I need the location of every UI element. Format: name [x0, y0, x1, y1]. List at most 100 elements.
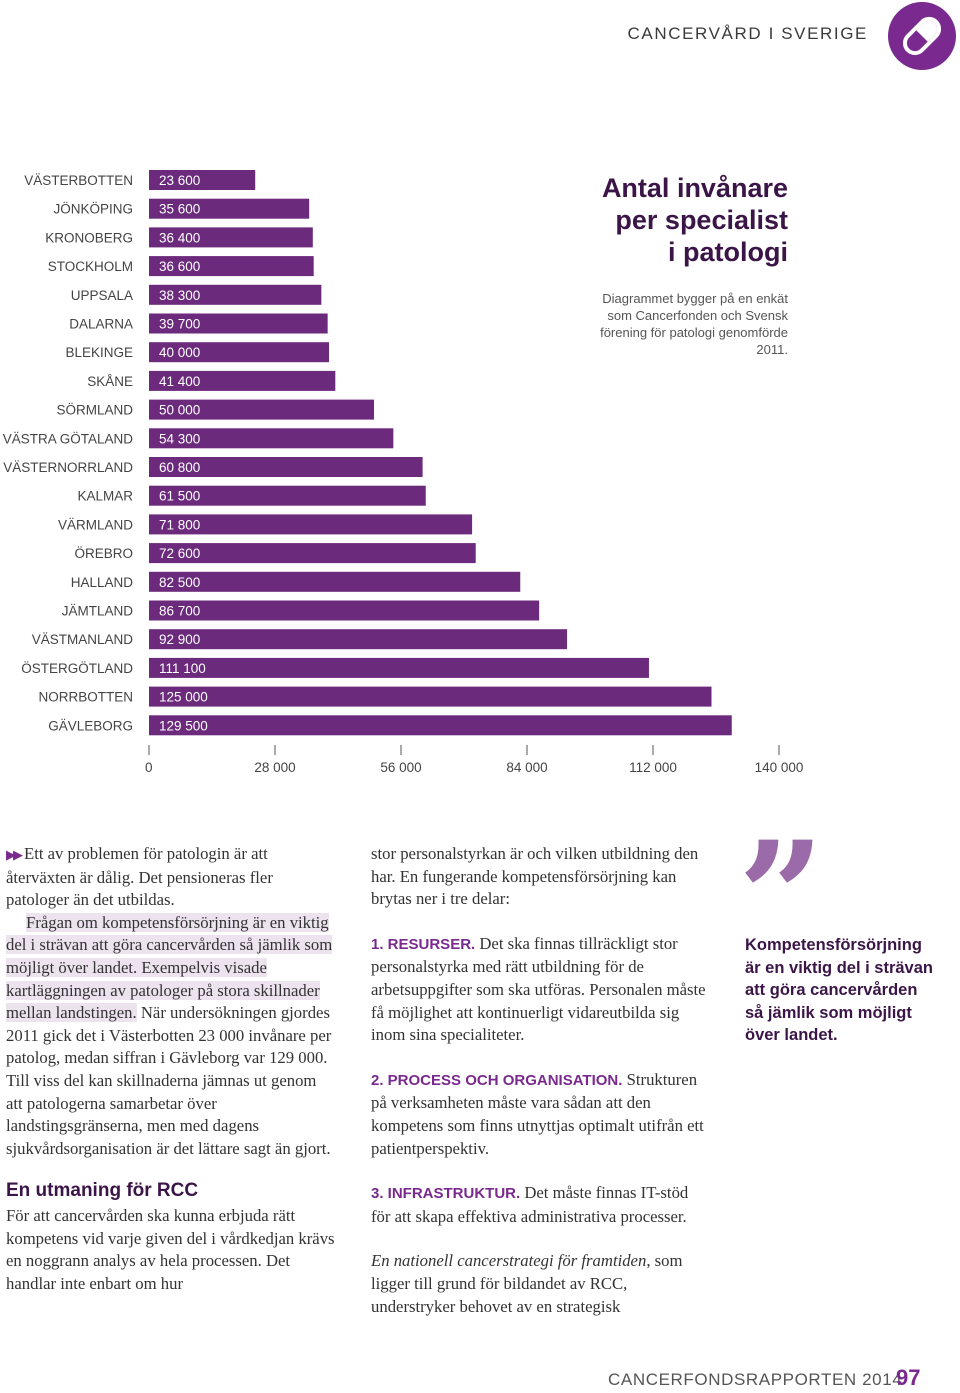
- bar: [149, 370, 336, 391]
- item-text: Det ska finnas tillräckligt stor persona…: [371, 933, 706, 1045]
- x-tick-label: 112 000: [629, 760, 677, 775]
- paragraph-text: När undersökningen gjordes 2011 gick det…: [6, 1003, 332, 1158]
- item-label: 3. INFRASTRUKTUR.: [371, 1185, 521, 1203]
- x-tick-label: 56 000: [380, 760, 421, 775]
- category-label: KALMAR: [77, 489, 133, 504]
- bar: [149, 170, 256, 190]
- section-title: CANCERVÅRD I SVERIGE: [627, 24, 868, 43]
- category-label: VÄSTERBOTTEN: [24, 173, 133, 188]
- value-label: 72 600: [159, 546, 200, 561]
- category-label: VÄSTERNORRLAND: [3, 460, 133, 475]
- category-label: JÄMTLAND: [62, 604, 134, 619]
- paragraph-text: , som ligger till grund för bildandet av…: [371, 1251, 683, 1316]
- paragraph-text: Ett av problemen för patologin är att åt…: [6, 844, 273, 910]
- x-tick-label: 28 000: [254, 760, 295, 775]
- category-label: BLEKINGE: [65, 345, 133, 360]
- article-column-2: stor personalstyrkan är och vilken utbil…: [371, 843, 706, 1318]
- value-label: 35 600: [159, 202, 200, 217]
- bar: [149, 256, 314, 277]
- value-label: 111 100: [159, 661, 206, 676]
- category-label: JÖNKÖPING: [53, 202, 133, 217]
- category-label: HALLAND: [71, 575, 134, 590]
- value-label: 39 700: [159, 317, 200, 332]
- bar: [149, 686, 712, 707]
- bar: [149, 227, 313, 248]
- bar-chart: VÄSTERBOTTEN 23 600 JÖNKÖPING 35 600 KRONOBE…: [3, 170, 804, 775]
- category-label: UPPSALA: [71, 288, 133, 303]
- category-label: SKÅNE: [87, 374, 133, 389]
- x-tick-label: 0: [145, 760, 153, 775]
- bar: [149, 457, 423, 477]
- bar: [149, 629, 568, 650]
- value-label: 86 700: [159, 604, 200, 619]
- bar: [149, 514, 473, 535]
- pull-quote: Kompetensförsörjning är en viktig del i …: [745, 936, 933, 1044]
- article-paragraph: En nationell cancerstrategi för framtide…: [371, 1250, 706, 1318]
- bar: [149, 715, 732, 736]
- value-label: 82 500: [159, 575, 200, 590]
- value-label: 71 800: [159, 517, 200, 532]
- category-label: VÄRMLAND: [58, 517, 133, 532]
- bar: [149, 342, 329, 363]
- article-paragraph: stor personalstyrkan är och vilken utbil…: [371, 844, 699, 909]
- item-text: Det måste finnas IT-stöd för att skapa e…: [371, 1183, 689, 1226]
- bar: [149, 657, 649, 678]
- value-label: 50 000: [159, 403, 200, 418]
- value-label: 38 300: [159, 288, 200, 303]
- category-label: DALARNA: [69, 317, 133, 332]
- bar: [149, 313, 328, 334]
- chart-title: Antal invånare per specialist i patologi: [602, 172, 788, 268]
- article-paragraph: ▶▶ Ett av problemen för patologin är att …: [6, 843, 336, 912]
- page-number: 97: [896, 1365, 921, 1390]
- x-tick-label: 84 000: [506, 760, 547, 775]
- item-text: Strukturen på verksamheten måste vara så…: [371, 1069, 704, 1158]
- value-label: 54 300: [159, 431, 200, 446]
- bar: [149, 571, 521, 592]
- bar: [149, 284, 322, 305]
- category-label: VÄSTMANLAND: [32, 632, 134, 647]
- quote-mark-icon: ”: [738, 809, 825, 985]
- category-label: NORRBOTTEN: [39, 690, 134, 705]
- arrow-icon: ▶▶: [6, 847, 23, 862]
- bar: [149, 600, 540, 621]
- category-label: KRONOBERG: [45, 230, 133, 245]
- chart-title-line: per specialist: [615, 205, 788, 235]
- article-paragraph: För att cancervården ska kunna erbjuda r…: [6, 1205, 335, 1293]
- article-paragraph: Frågan om kompetensförsörjning är en vik…: [6, 912, 336, 1161]
- value-label: 23 600: [159, 173, 200, 188]
- italic-text: En nationell cancerstrategi för framtide…: [371, 1251, 647, 1271]
- value-label: 40 000: [159, 345, 200, 360]
- list-item: 1. RESURSER. Det ska finnas tillräckligt…: [371, 933, 706, 1047]
- pill-icon: [888, 2, 956, 70]
- chart-title-line: i patologi: [668, 237, 788, 267]
- value-label: 129 500: [159, 718, 208, 733]
- item-label: 1. RESURSER.: [371, 935, 476, 953]
- item-label: 2. PROCESS OCH ORGANISATION.: [371, 1071, 623, 1089]
- subheading: En utmaning för RCC: [6, 1180, 199, 1202]
- bar: [149, 399, 374, 420]
- value-label: 36 600: [159, 259, 200, 274]
- category-label: SÖRMLAND: [56, 403, 133, 418]
- value-label: 41 400: [159, 374, 200, 389]
- bar: [149, 485, 426, 506]
- value-label: 36 400: [159, 230, 200, 245]
- chart-description: Diagrammet bygger på en enkät som Cancer…: [600, 291, 788, 357]
- x-tick-label: 140 000: [755, 760, 804, 775]
- category-label: VÄSTRA GÖTALAND: [3, 431, 134, 446]
- bar: [149, 428, 394, 449]
- category-label: ÖSTERGÖTLAND: [21, 661, 133, 676]
- chart-title-line: Antal invånare: [601, 173, 788, 203]
- report-name: CANCERFONDSRAPPORTEN 2014: [608, 1370, 903, 1389]
- category-label: ÖREBRO: [74, 546, 133, 561]
- bar: [149, 543, 476, 564]
- value-label: 92 900: [159, 632, 200, 647]
- list-item: 3. INFRASTRUKTUR. Det måste finnas IT-st…: [371, 1182, 706, 1228]
- bar: [149, 198, 310, 219]
- value-label: 125 000: [159, 690, 208, 705]
- article-column-1: ▶▶ Ett av problemen för patologin är att …: [6, 843, 336, 1295]
- category-label: GÄVLEBORG: [48, 718, 133, 733]
- list-item: 2. PROCESS OCH ORGANISATION. Strukturen …: [371, 1069, 706, 1160]
- category-label: STOCKHOLM: [48, 259, 133, 274]
- value-label: 60 800: [159, 460, 200, 475]
- value-label: 61 500: [159, 489, 200, 504]
